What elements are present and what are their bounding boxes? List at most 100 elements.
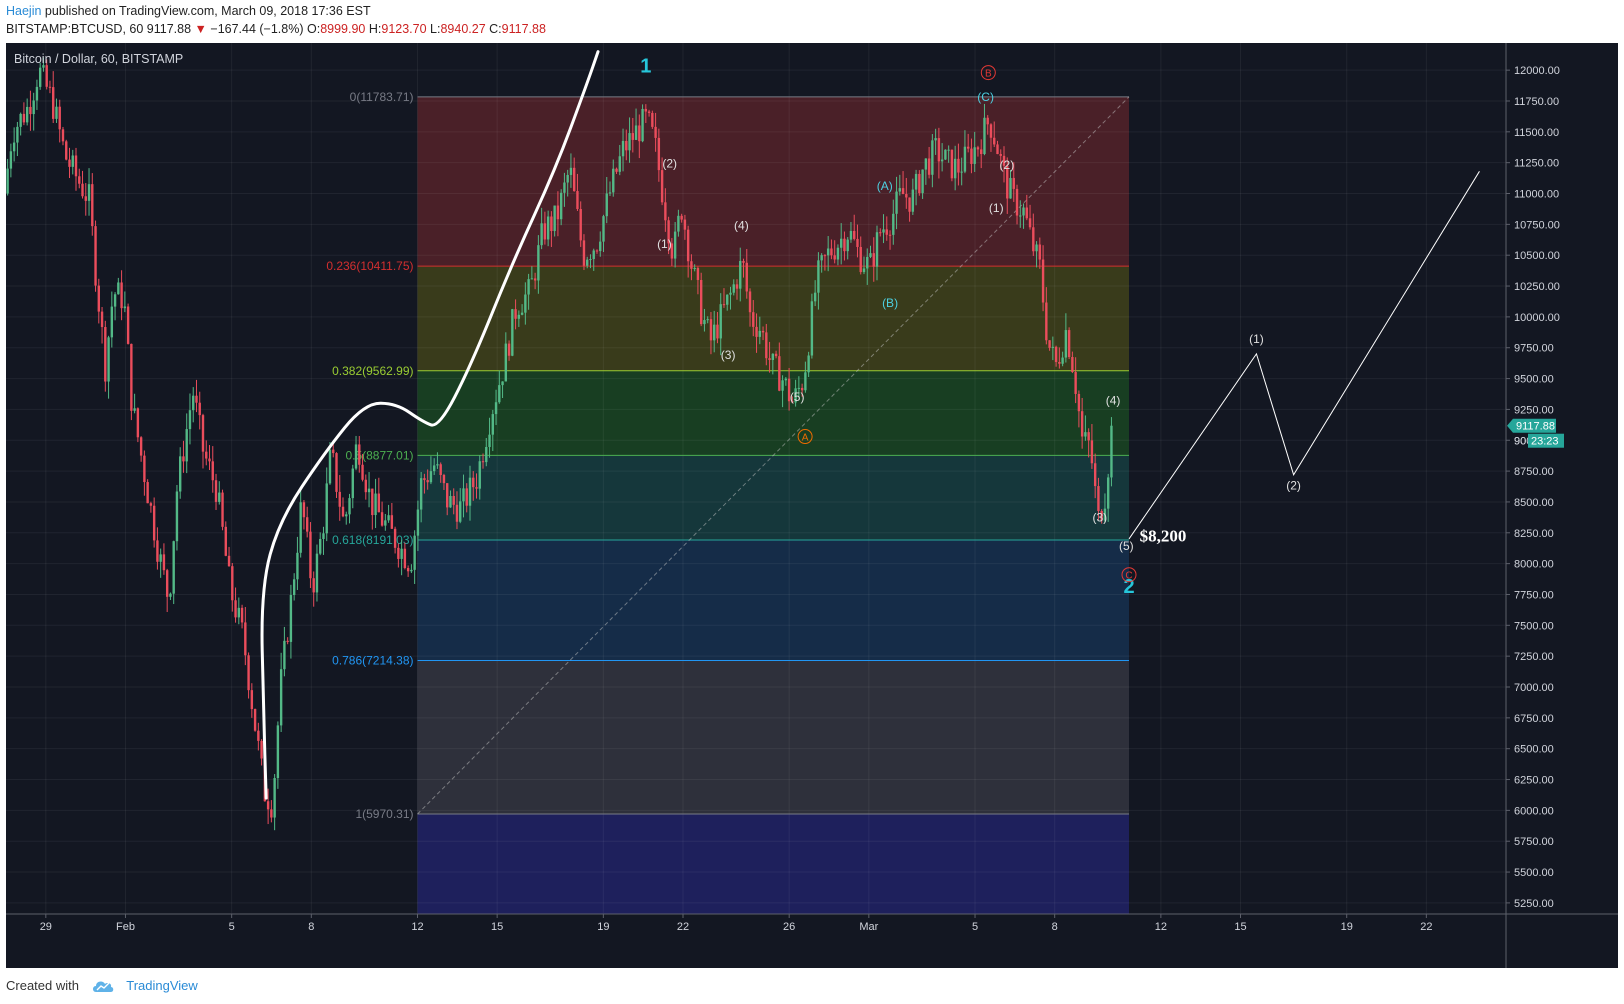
candle-body <box>937 138 941 162</box>
candle-body <box>530 278 534 280</box>
candle-body <box>918 173 921 194</box>
candle-body <box>726 294 729 305</box>
candle-body <box>927 158 931 175</box>
candle-body <box>1041 259 1045 303</box>
candle-body <box>61 129 65 142</box>
price-tick-label: 10000.00 <box>1514 312 1560 324</box>
candle-body <box>162 554 166 571</box>
wave-label: (5) <box>790 390 805 404</box>
candle-body <box>358 444 361 465</box>
candle-body <box>791 401 794 403</box>
candle-body <box>146 482 149 504</box>
candle-body <box>820 255 823 261</box>
candle-body <box>576 191 579 209</box>
high-value: 9123.70 <box>381 22 427 36</box>
candle-body <box>104 327 107 382</box>
candle-body <box>472 477 475 488</box>
candle-body <box>117 282 120 295</box>
price-chart[interactable]: 0(11783.71) 0.236(10411.75) 0.382(9562.99)… <box>6 43 1618 968</box>
candle-body <box>1048 340 1051 348</box>
candle-body <box>266 801 270 810</box>
candle-body <box>963 146 967 172</box>
price-tick-label: 11250.00 <box>1514 158 1559 170</box>
candle-body <box>1002 155 1006 166</box>
candle-body <box>722 304 726 306</box>
candle-body <box>719 304 722 339</box>
candle-body <box>507 343 511 356</box>
candle-body <box>817 260 820 293</box>
candle-body <box>195 395 198 403</box>
candle-body <box>563 182 566 193</box>
candle-body <box>439 464 442 475</box>
candle-body <box>1071 357 1074 373</box>
candle-body <box>283 640 286 670</box>
candle-body <box>227 555 231 567</box>
candle-body <box>810 301 814 356</box>
candle-body <box>52 87 55 119</box>
candle-body <box>214 480 218 502</box>
candle-body <box>999 154 1002 156</box>
candle-body <box>185 429 188 462</box>
price-tick-label: 8250.00 <box>1514 528 1554 540</box>
price-tick-label: 7000.00 <box>1514 682 1554 694</box>
candle-body <box>65 141 68 160</box>
candle-body <box>149 503 153 506</box>
price-tick-label: 5500.00 <box>1514 867 1554 879</box>
wave-label: (B) <box>882 296 898 310</box>
candle-body <box>429 471 433 483</box>
candle-body <box>638 125 641 142</box>
price-axis-partial-label: 90 <box>1514 435 1526 447</box>
candle-body <box>748 291 752 313</box>
candle-body <box>175 491 179 542</box>
candle-body <box>231 566 234 601</box>
candle-body <box>403 548 407 568</box>
fib-zone <box>417 455 1130 541</box>
candle-body <box>572 167 576 192</box>
candle-body <box>986 117 989 125</box>
candle-body <box>143 455 146 483</box>
price-tick-label: 9750.00 <box>1514 343 1554 355</box>
candle-body <box>983 117 986 155</box>
candle-body <box>302 502 306 518</box>
time-tick-label: 22 <box>1420 921 1432 933</box>
candle-body <box>172 541 175 594</box>
last-price-tag <box>1507 418 1556 433</box>
candle-body <box>673 231 677 259</box>
candle-body <box>488 434 491 448</box>
tradingview-link[interactable]: TradingView <box>126 978 198 993</box>
candle-body <box>152 505 156 541</box>
candle-body <box>566 174 569 183</box>
projection-path <box>1128 171 1480 540</box>
candle-body <box>924 158 928 170</box>
candle-body <box>6 168 9 194</box>
candle-body <box>940 159 944 162</box>
candle-body <box>192 395 195 411</box>
candle-body <box>651 112 654 127</box>
candle-body <box>703 320 706 325</box>
price-tick-label: 9250.00 <box>1514 404 1554 416</box>
candle-body <box>993 137 996 145</box>
price-tick-label: 6500.00 <box>1514 744 1554 756</box>
candle-body <box>976 147 980 150</box>
candle-body <box>485 447 488 463</box>
wave-circle <box>1121 567 1137 583</box>
candle-body <box>390 515 394 529</box>
footer: Created with TradingView <box>6 978 198 994</box>
candle-body <box>872 253 875 267</box>
candle-body <box>869 253 872 257</box>
time-tick-label: 22 <box>677 921 689 933</box>
trend-arc-drawing <box>260 50 600 800</box>
price-tick-label: 8750.00 <box>1514 466 1554 478</box>
author-link[interactable]: Haejin <box>6 4 42 18</box>
time-tick-label: 15 <box>1234 921 1246 933</box>
candle-body <box>218 492 221 502</box>
wave-label: (2) <box>662 157 677 171</box>
candle-body <box>612 168 615 193</box>
candle-body <box>299 502 302 553</box>
candle-body <box>1087 432 1090 441</box>
candle-body <box>608 192 612 194</box>
candle-body <box>778 356 781 391</box>
candle-body <box>1103 508 1107 521</box>
time-tick-label: 29 <box>40 921 52 933</box>
candle-body <box>944 149 947 160</box>
